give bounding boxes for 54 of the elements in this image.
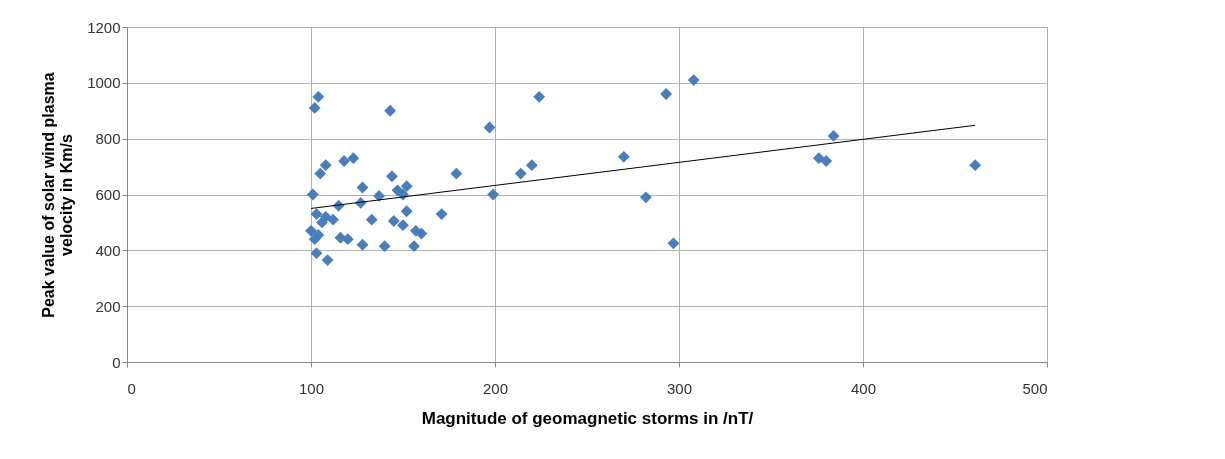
- point: [812, 152, 825, 165]
- point: [533, 90, 546, 103]
- point: [316, 216, 328, 229]
- point: [327, 213, 339, 226]
- y-tick-label: 0: [112, 353, 121, 371]
- y-tick-label: 200: [95, 297, 121, 315]
- point: [969, 159, 982, 172]
- point: [310, 208, 323, 220]
- point: [667, 237, 680, 250]
- point: [312, 90, 325, 103]
- y-tick-label: 800: [95, 130, 121, 148]
- x-tick-label: 0: [127, 379, 136, 397]
- point: [338, 155, 351, 167]
- point: [378, 240, 391, 253]
- point: [400, 205, 413, 218]
- point: [386, 170, 398, 183]
- point: [321, 254, 334, 267]
- point: [306, 188, 319, 201]
- x-axis-title: Magnitude of geomagnetic storms in /nT/: [421, 408, 754, 428]
- y-tick-label: 1200: [87, 18, 121, 36]
- point: [617, 150, 630, 163]
- point: [435, 208, 448, 220]
- point: [400, 180, 413, 193]
- point: [660, 88, 673, 100]
- point: [450, 167, 463, 180]
- point: [639, 191, 652, 204]
- point: [827, 129, 840, 142]
- point: [387, 215, 400, 227]
- point: [312, 229, 325, 241]
- point: [365, 213, 378, 226]
- point: [384, 104, 397, 117]
- point: [514, 167, 527, 180]
- point: [408, 240, 420, 253]
- point: [305, 224, 317, 237]
- x-tick-label: 300: [666, 379, 693, 397]
- x-tick-label: 200: [482, 379, 509, 397]
- point: [487, 188, 500, 201]
- point: [308, 102, 321, 114]
- point: [397, 219, 409, 232]
- point: [687, 74, 700, 86]
- y-tick-label: 600: [95, 186, 121, 203]
- point: [310, 247, 323, 260]
- y-axis-title: Peak value of solar wind plasma velocity in Km/s: [40, 72, 76, 318]
- x-tick-label: 500: [1022, 379, 1048, 397]
- x-tick-label: 400: [850, 379, 877, 397]
- y-tick-label: 400: [95, 241, 121, 259]
- x-tick-label: 100: [298, 379, 325, 397]
- point: [525, 159, 538, 172]
- point: [356, 238, 369, 251]
- point: [314, 167, 327, 180]
- y-tick-label: 1000: [87, 74, 121, 92]
- point: [820, 155, 833, 167]
- point: [347, 152, 360, 165]
- point: [319, 159, 332, 172]
